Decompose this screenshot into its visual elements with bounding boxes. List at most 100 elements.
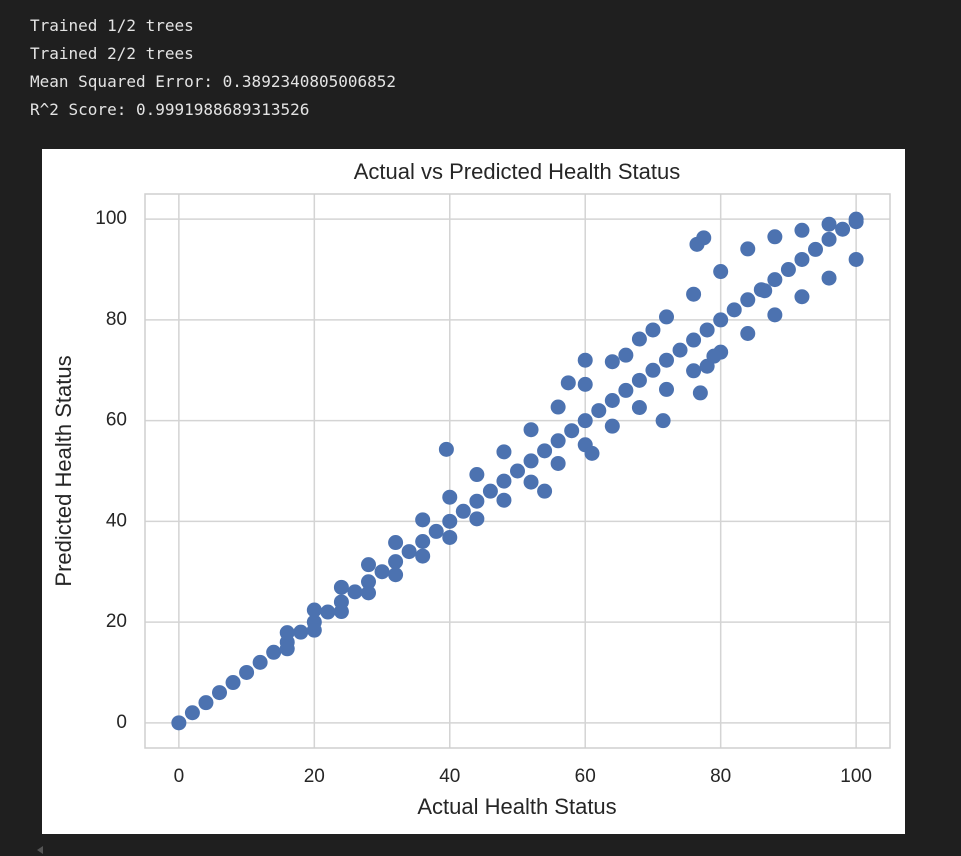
y-tick-label: 60	[106, 410, 127, 431]
y-tick-label: 80	[106, 309, 127, 330]
point	[631, 331, 647, 347]
x-axis-label: Actual Health Status	[417, 794, 616, 819]
point	[333, 604, 349, 620]
point	[794, 222, 810, 238]
point	[686, 332, 702, 348]
point	[306, 622, 322, 638]
chart: Actual vs Predicted Health Status Actual…	[42, 149, 905, 834]
point	[415, 534, 431, 550]
point	[442, 513, 458, 529]
y-tick-label: 20	[106, 611, 127, 632]
point	[415, 548, 431, 564]
x-tick-label: 100	[840, 766, 872, 787]
point	[469, 467, 485, 483]
point	[821, 216, 837, 232]
point	[604, 392, 620, 408]
point	[361, 574, 376, 590]
point	[279, 625, 295, 641]
point	[659, 381, 674, 397]
chart-title: Actual vs Predicted Health Status	[354, 159, 681, 184]
point	[537, 443, 553, 459]
point	[631, 400, 647, 416]
point	[808, 241, 823, 257]
point	[659, 352, 674, 368]
point	[428, 523, 444, 539]
point	[645, 362, 661, 378]
point	[333, 579, 349, 595]
point	[560, 375, 576, 391]
point	[740, 326, 756, 342]
cell-output: Trained 1/2 trees Trained 2/2 trees Mean…	[30, 12, 396, 124]
point	[469, 493, 485, 509]
point	[794, 251, 810, 267]
point	[686, 363, 702, 379]
scroll-arrow[interactable]	[34, 844, 46, 856]
point	[198, 695, 214, 711]
point	[577, 413, 593, 429]
y-tick-label: 100	[95, 208, 127, 229]
point	[794, 289, 810, 305]
point	[835, 221, 851, 237]
point	[848, 214, 864, 230]
point	[266, 644, 282, 660]
point	[659, 309, 674, 325]
output-line: Trained 2/2 trees	[30, 44, 194, 63]
point	[591, 403, 607, 419]
point	[388, 554, 404, 570]
point	[306, 602, 322, 618]
x-tick-label: 0	[174, 766, 185, 787]
output-line: R^2 Score: 0.9991988689313526	[30, 100, 310, 119]
point	[523, 453, 539, 469]
point	[696, 230, 712, 246]
point	[604, 354, 620, 370]
point	[767, 307, 783, 323]
point	[740, 241, 756, 257]
point	[496, 444, 512, 460]
point	[692, 385, 708, 401]
point	[604, 418, 620, 434]
y-axis-label: Predicted Health Status	[51, 355, 76, 586]
output-line: Trained 1/2 trees	[30, 16, 194, 35]
point	[706, 348, 722, 364]
point	[482, 483, 498, 499]
point	[442, 529, 458, 545]
point	[225, 675, 241, 691]
point	[320, 604, 336, 620]
point	[780, 262, 796, 278]
point	[713, 264, 729, 280]
point	[415, 512, 431, 528]
point	[279, 641, 295, 657]
x-tick-label: 20	[304, 766, 325, 787]
point	[848, 251, 864, 267]
point	[523, 422, 539, 438]
point	[577, 352, 593, 368]
point	[821, 231, 837, 247]
y-tick-label: 0	[116, 712, 127, 733]
point	[757, 283, 773, 299]
point	[361, 557, 376, 573]
point	[713, 312, 729, 328]
point	[655, 413, 671, 429]
x-tick-label: 80	[710, 766, 731, 787]
point	[469, 511, 485, 527]
point	[577, 376, 593, 392]
point	[699, 322, 715, 338]
y-tick-label: 40	[106, 510, 127, 531]
point	[631, 372, 647, 388]
point	[442, 489, 458, 505]
point	[184, 705, 200, 721]
point	[767, 272, 783, 288]
point	[388, 535, 404, 551]
point	[401, 544, 417, 560]
point	[496, 473, 512, 489]
point	[672, 342, 688, 358]
point	[212, 685, 227, 701]
point	[726, 302, 742, 318]
point	[564, 423, 580, 439]
point	[510, 463, 525, 479]
point	[584, 445, 600, 461]
point	[374, 564, 390, 580]
point	[361, 585, 376, 601]
point	[347, 584, 363, 600]
